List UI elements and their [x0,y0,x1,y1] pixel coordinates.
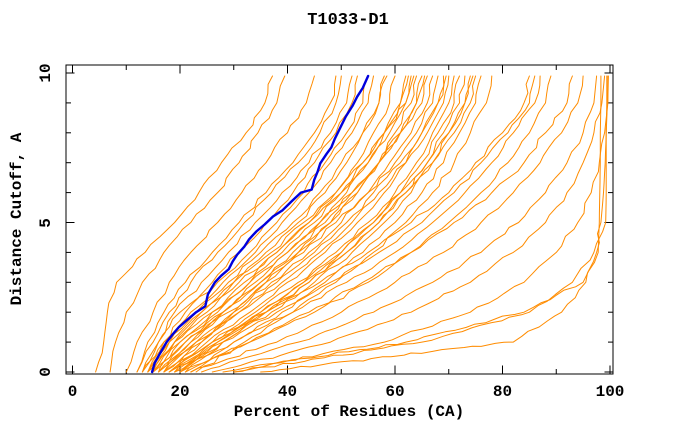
model-curve-curve-07 [158,75,396,373]
model-curve-curve-44 [190,75,584,373]
model-curve-curve-23 [136,75,342,373]
model-curve-curve-25 [195,75,493,373]
model-curve-curve-13 [141,75,369,373]
x-tick-label-20: 20 [170,383,190,401]
model-curve-curve-36 [184,75,552,373]
model-curve-curve-05 [147,75,374,373]
y-axis-label: Distance Cutoff, A [8,132,26,306]
model-curve-curve-18 [158,75,439,373]
model-curve-curve-40 [260,75,608,373]
y-tick-label-5: 5 [37,217,55,228]
model-curve-curve-24 [190,75,482,373]
model-curve-curve-41 [233,75,609,373]
x-tick-label-40: 40 [277,383,298,401]
model-curve-curve-43 [201,75,598,373]
model-curve-curve-39 [222,75,602,373]
x-tick-label-100: 100 [595,383,625,401]
plot-border [65,64,614,375]
model-curve-curve-42 [211,75,606,373]
chart-title: T1033-D1 [307,11,389,30]
model-curve-curve-31 [158,75,450,373]
model-curve-curve-19 [147,75,415,373]
model-curve-curve-32 [179,75,477,373]
model-curve-curve-29 [136,75,337,373]
model-curve-curve-34 [174,75,541,373]
model-curve-curve-26 [152,75,426,373]
model-curve-curve-16 [174,75,455,373]
y-tick-label-0: 0 [37,367,55,377]
highlighted-curve [150,74,370,374]
model-curve-curve-03 [125,75,315,373]
model-curve-curve-33 [147,75,428,373]
model-curve-curve-22 [141,75,353,373]
model-curve-curve-35 [168,75,536,373]
x-tick-label-60: 60 [385,383,405,401]
y-tick-label-10: 10 [37,63,55,83]
model-curve-curve-10 [147,75,388,373]
model-curve-curve-28 [168,75,466,373]
x-axis-label: Percent of Residues (CA) [233,403,465,421]
model-curve-curve-38 [233,75,608,373]
x-tick-label-80: 80 [492,383,513,401]
model-curve-curve-02 [109,75,286,373]
model-curve-curve-14 [163,75,434,373]
model-curve-curve-20 [179,75,460,373]
model-curve-curve-45 [179,75,573,373]
model-curve-curve-01 [95,75,273,373]
model-curve-curve-06 [152,75,385,373]
model-curve-curve-37 [163,75,530,373]
model-curve-curve-17 [152,75,412,373]
model-curve-curve-12 [158,75,423,373]
x-tick-label-0: 0 [67,383,78,401]
